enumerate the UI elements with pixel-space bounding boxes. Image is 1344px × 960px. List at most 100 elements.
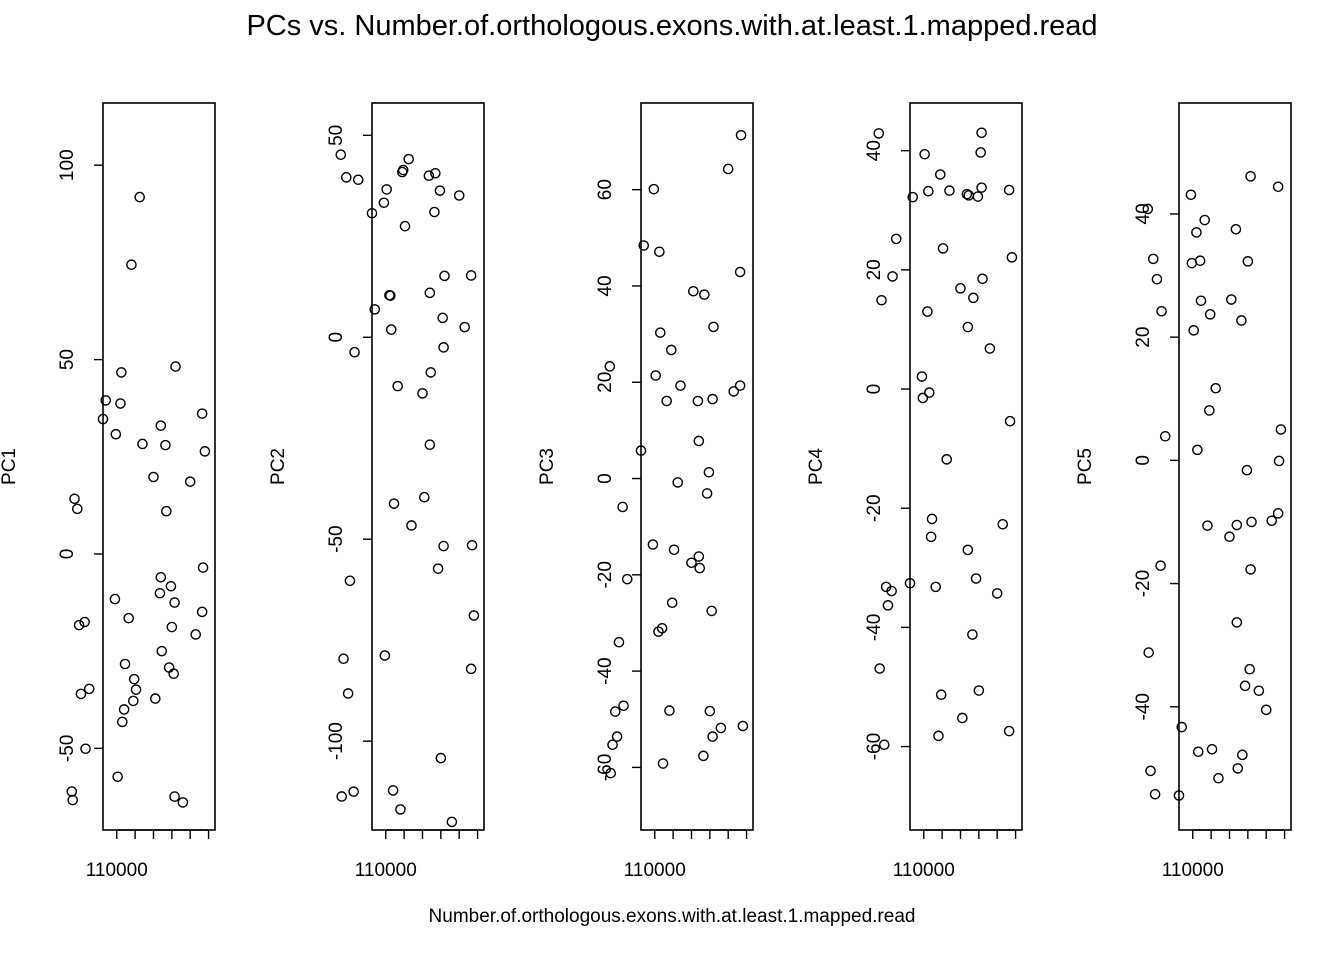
pc2-data-point [397,164,409,176]
pc4-data-point [968,292,979,304]
pc3-data-point [734,380,746,391]
pc3-data-point [665,344,677,356]
pc4-x-tick-label: 110000 [893,860,955,881]
pc3-data-point [703,466,715,478]
pc1-y-tick-label: -50 [57,735,78,762]
pc3-data-point [737,720,749,732]
pc4-data-point [925,531,937,543]
pc1-data-point [199,446,211,457]
pc1-y-tick-label: 100 [57,149,78,181]
pc2-data-point [437,312,448,324]
pc5-data-point [1155,560,1166,571]
pc4-data-point [887,271,898,282]
pc5-data-point [1244,663,1255,675]
pc4-data-point [916,371,928,382]
pc1-data-point [166,621,178,633]
pc2-data-point [378,197,390,209]
pc2-data-point [387,785,399,796]
pc5-data-point [1176,721,1188,733]
pc3-y-tick-label: 20 [595,372,616,393]
pc3-y-tick-label: 40 [595,275,616,296]
pc4-y-tick-label: -60 [864,733,885,760]
pc4-data-point [972,191,984,202]
pc5-data-point [1245,171,1256,182]
pc5-data-point [1156,305,1167,317]
pc1-data-point [155,571,167,583]
pc4-y-tick-label: -40 [864,614,885,641]
pc3-data-point [654,327,666,338]
pc3-data-point [693,435,705,447]
pc3-data-point [694,562,706,574]
pc4-data-point [880,581,892,593]
pc1-data-point [126,259,137,271]
pc4-data-point [944,185,955,196]
pc5-data-point [1232,763,1244,774]
pc5-data-point [1143,647,1155,658]
pc4-data-point [976,182,987,193]
pc2-data-point [432,563,444,574]
pc1-data-point [156,645,168,657]
pc1-data-point [67,794,79,806]
pc1-data-point [100,395,112,406]
pc3-data-point [675,380,686,391]
pc4-data-point [923,185,934,197]
pc1-plot-frame [102,102,216,831]
pc5-data-point [1151,273,1163,285]
pc1-data-point [71,503,83,515]
pc4-data-point [934,169,946,180]
pc1-data-point [197,562,209,573]
pc5-data-point [1230,224,1242,235]
pc4-data-point [876,294,887,306]
pc3-data-point [648,183,660,195]
pc3-data-point [728,386,740,397]
pc3-data-point [654,246,665,258]
pc5-data-point [1145,765,1156,777]
pc4-data-point [1003,184,1015,196]
pc5-data-point [1231,617,1243,628]
pc5-y-tick-label: 40 [1133,203,1154,224]
pc3-data-point [704,705,716,717]
pc4-data-point [933,730,944,742]
pc1-data-point [83,683,95,695]
pc5-data-point [1186,257,1198,269]
pc4-data-point [935,689,947,701]
pc2-data-point [403,153,415,165]
pc4-data-point [967,629,978,640]
pc1-data-point [160,439,171,451]
pc3-data-point [618,700,629,712]
pc5-data-point [1147,253,1159,265]
pc5-data-point [1191,227,1202,238]
pc1-data-point [163,662,175,673]
pc2-data-point [439,270,450,282]
pc3-data-point [706,605,717,617]
pc1-data-point [169,791,180,802]
pc1-data-point [169,597,180,608]
pc2-data-point [466,539,478,551]
pc3-data-point [653,626,664,637]
pc2-data-point [459,321,471,333]
pc5-data-point [1237,749,1248,761]
pc4-data-point [930,581,942,593]
pc5-data-point [1142,203,1154,215]
pc2-data-point [465,663,477,675]
pc2-data-point [352,174,364,186]
pc2-data-point [348,786,359,797]
pc4-y-tick-label: 40 [864,140,885,161]
pc3-data-point [656,622,668,634]
pc2-data-point [429,206,440,218]
pc1-data-point [196,408,208,419]
pc4-data-point [904,577,916,589]
pc4-data-point [962,321,974,333]
pc2-data-point [417,388,428,399]
pc1-data-point [165,580,177,592]
pc1-data-point [109,593,121,605]
pc3-y-tick-label: -20 [595,561,616,588]
pc2-data-point [423,170,435,181]
pc2-data-point [369,304,381,315]
pc5-data-point [1203,405,1215,416]
pc3-y-axis-label: PC3 [537,448,558,485]
pc5-data-point [1266,515,1278,527]
pc4-data-point [961,188,973,200]
pc3-data-point [735,129,747,141]
pc4-y-tick-label: -20 [864,494,885,521]
